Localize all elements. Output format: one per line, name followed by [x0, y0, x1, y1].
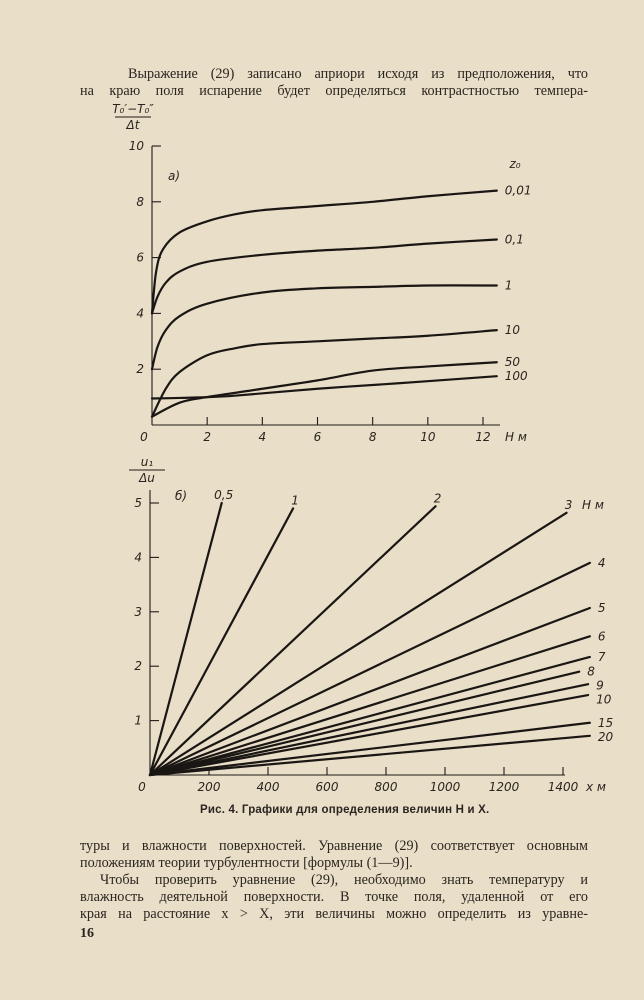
y-tick-label: 5	[134, 496, 142, 510]
y-tick-label: 4	[136, 306, 144, 320]
series-label: 4	[598, 556, 606, 570]
x-tick-label: 200	[198, 780, 221, 794]
series-line-4	[148, 561, 591, 777]
series-line-7	[148, 655, 591, 777]
legend-title: z₀	[508, 157, 520, 171]
series-label: 15	[598, 716, 613, 730]
series-line-11	[148, 721, 591, 777]
x-tick-label: 12	[475, 430, 490, 444]
y-tick-label: 6	[136, 251, 144, 265]
y-tick-label: 4	[134, 550, 142, 564]
series-label: 6	[598, 629, 606, 643]
series-label: 100	[505, 369, 528, 383]
series-label: 5	[598, 601, 606, 615]
x-tick-label: 400	[257, 780, 280, 794]
x-axis-label: x м	[585, 780, 606, 794]
series-line-6	[148, 635, 591, 777]
series-label: 10	[505, 323, 521, 337]
y-axis-label-denominator: Δt	[126, 118, 141, 132]
series-label: 0,01	[505, 184, 532, 198]
paragraph-line: положениям теории турбулентности [формул…	[80, 855, 413, 871]
y-tick-label: 10	[129, 139, 145, 153]
series-label: 0,1	[505, 232, 524, 246]
series-line-2	[150, 284, 498, 371]
paragraph-line: влажность деятельной поверхности. В точк…	[80, 889, 588, 905]
series-label: 7	[598, 650, 606, 664]
series-line-9	[148, 683, 590, 777]
x-tick-label: 0	[140, 430, 148, 444]
series-label: 1	[505, 279, 513, 293]
series-label: 8	[587, 665, 595, 679]
panel-label: а)	[168, 169, 180, 183]
series-label: 2	[434, 491, 442, 505]
y-axis-label-numerator: T₀′−T₀″	[112, 102, 154, 116]
x-tick-label: 0	[138, 780, 146, 794]
y-axis-label-numerator: u₁	[141, 455, 154, 469]
figure-caption: Рис. 4. Графики для определения величин …	[200, 804, 490, 816]
series-line-4	[150, 361, 498, 418]
series-line-1	[150, 238, 498, 315]
x-tick-label: 10	[420, 430, 436, 444]
series-line-3	[150, 329, 498, 418]
series-line-0	[148, 501, 223, 777]
series-label: 1	[291, 493, 299, 507]
series-line-0	[150, 189, 498, 315]
x-tick-label: 6	[314, 430, 322, 444]
y-tick-label: 2	[134, 659, 142, 673]
x-tick-label: 2	[203, 430, 211, 444]
x-tick-label: 8	[369, 430, 377, 444]
series-line-2	[148, 505, 437, 777]
paragraph-line: Чтобы проверить уравнение (29), необходи…	[100, 872, 588, 888]
series-line-5	[150, 375, 498, 400]
paragraph-line: туры и влажности поверхностей. Уравнение…	[80, 838, 588, 854]
series-line-3	[148, 511, 568, 777]
legend-title: H м	[582, 498, 604, 512]
y-tick-label: 2	[136, 362, 144, 376]
x-tick-label: 4	[259, 430, 267, 444]
paragraph-line: на краю поля испарение будет определятьс…	[80, 83, 588, 99]
panel-label: б)	[175, 489, 187, 503]
series-line-12	[148, 734, 591, 777]
x-axis-label: H м	[505, 430, 527, 444]
paragraph-line: Выражение (29) записано априори исходя и…	[128, 66, 588, 82]
x-tick-label: 1400	[548, 780, 579, 794]
series-label: 0,5	[214, 488, 233, 502]
x-tick-label: 800	[375, 780, 398, 794]
y-tick-label: 8	[136, 195, 144, 209]
y-tick-label: 1	[134, 714, 142, 728]
series-label: 10	[596, 693, 612, 707]
y-axis-label-denominator: Δu	[138, 471, 155, 485]
series-line-10	[148, 693, 590, 777]
series-label: 3	[565, 498, 573, 512]
series-line-1	[148, 507, 295, 777]
page-number: 16	[80, 926, 94, 941]
y-tick-label: 3	[134, 605, 142, 619]
series-label: 9	[596, 679, 604, 693]
series-label: 50	[505, 355, 521, 369]
series-label: 20	[598, 730, 614, 744]
x-tick-label: 600	[316, 780, 339, 794]
series-line-8	[148, 670, 581, 777]
x-tick-label: 1200	[489, 780, 520, 794]
series-line-5	[148, 606, 591, 777]
paragraph-line: края на расстояние x > X, эти величины м…	[80, 906, 588, 922]
x-tick-label: 1000	[430, 780, 461, 794]
